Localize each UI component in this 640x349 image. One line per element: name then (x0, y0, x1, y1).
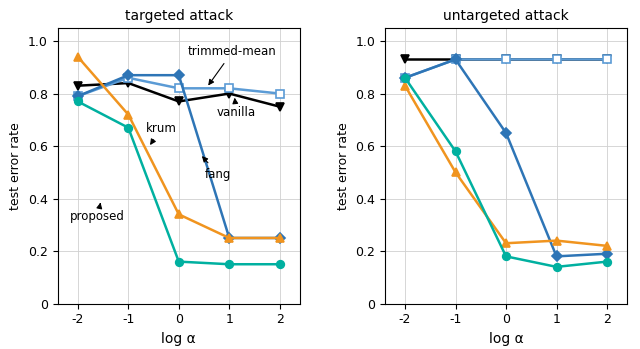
Text: krum: krum (146, 122, 177, 144)
Text: vanilla: vanilla (217, 99, 256, 119)
Text: trimmed-mean: trimmed-mean (188, 45, 276, 84)
Title: targeted attack: targeted attack (125, 9, 233, 23)
Y-axis label: test error rate: test error rate (337, 122, 349, 210)
Text: fang: fang (203, 157, 232, 180)
Title: untargeted attack: untargeted attack (443, 9, 569, 23)
X-axis label: log α: log α (488, 332, 524, 346)
X-axis label: log α: log α (161, 332, 196, 346)
Text: proposed: proposed (70, 203, 125, 223)
Y-axis label: test error rate: test error rate (10, 122, 22, 210)
